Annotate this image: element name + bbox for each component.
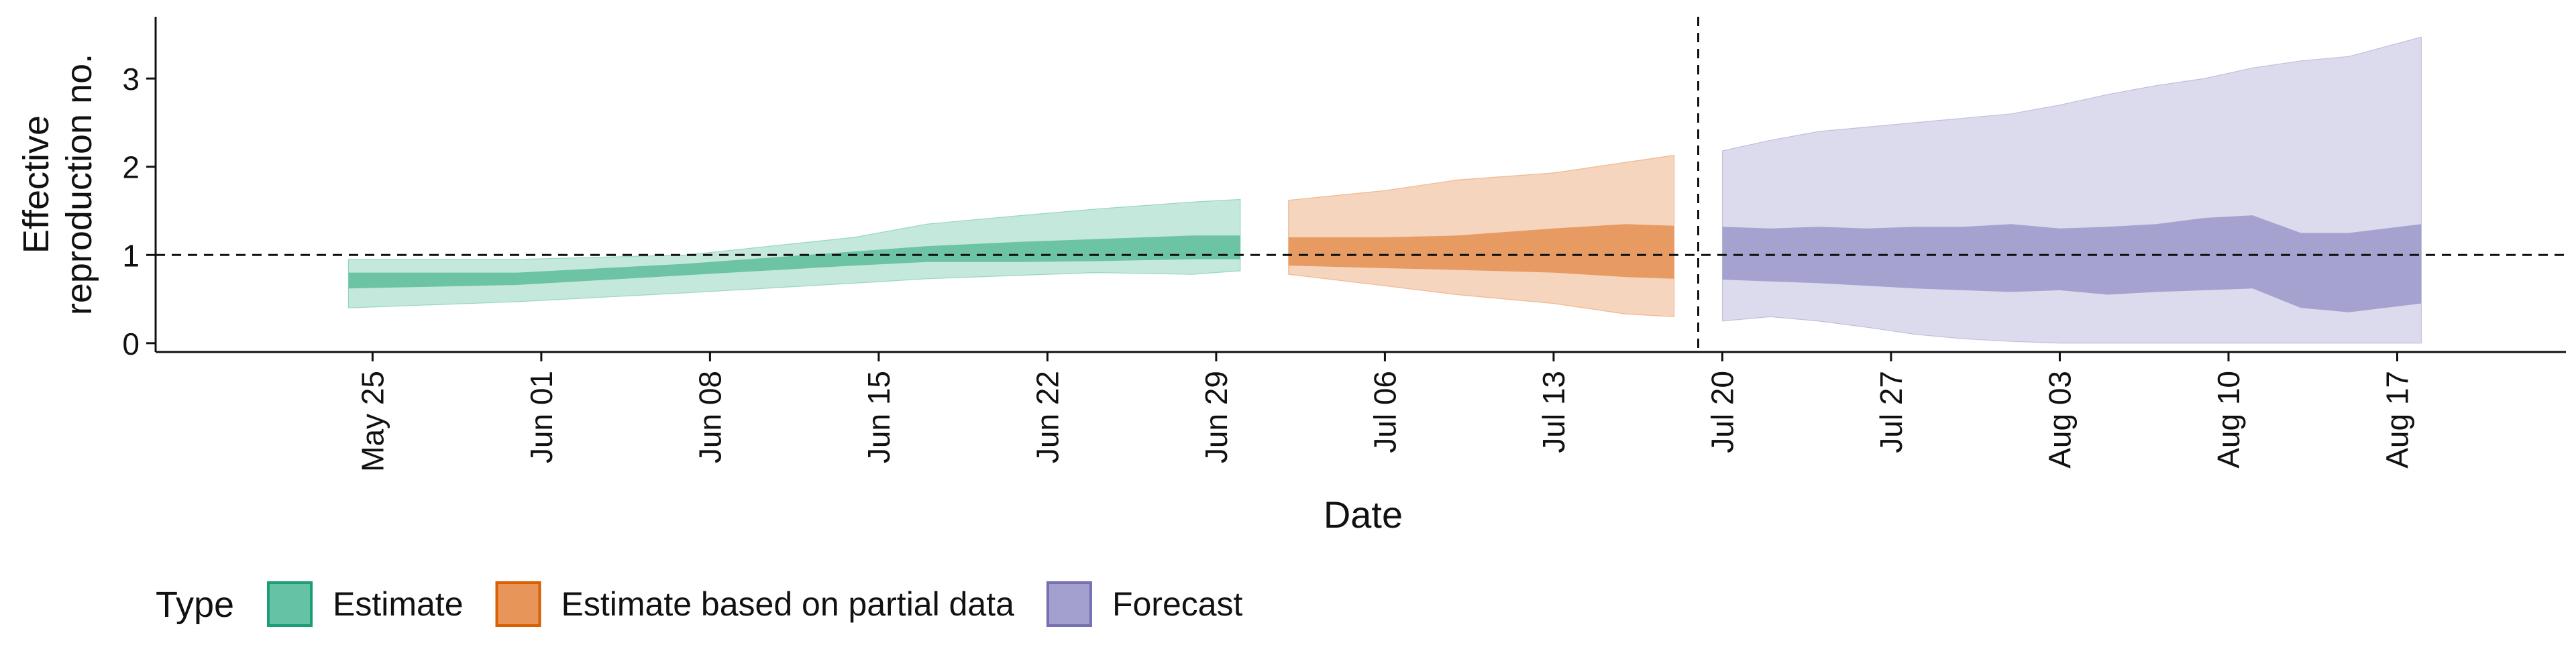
legend-label-2: Forecast <box>1112 585 1243 623</box>
x-tick-label: Jun 29 <box>1199 371 1234 463</box>
y-tick-label-3: 3 <box>122 62 140 97</box>
x-tick-label: Jun 08 <box>692 371 727 463</box>
x-tick-label: Jun 15 <box>861 371 896 463</box>
y-axis-title-line-2: reproduction no. <box>59 54 99 315</box>
x-tick-label: Aug 10 <box>2211 371 2246 469</box>
legend-label-1: Estimate based on partial data <box>561 585 1015 623</box>
legend-key-0 <box>267 581 313 627</box>
x-tick-label: May 25 <box>355 371 390 472</box>
legend-key-1 <box>495 581 541 627</box>
legend: Type Estimate Estimate based on partial d… <box>156 581 1243 627</box>
band-inner-forecast <box>1722 215 2422 312</box>
y-tick-label-2: 2 <box>122 150 140 185</box>
band-inner-estimate <box>348 235 1240 289</box>
x-tick-label: Jun 22 <box>1030 371 1065 463</box>
x-tick-label: Jul 27 <box>1874 371 1909 453</box>
x-tick-label: Jul 13 <box>1536 371 1571 453</box>
legend-label-0: Estimate <box>333 585 464 623</box>
legend-title: Type <box>156 585 234 625</box>
x-tick-label: Aug 03 <box>2043 371 2078 469</box>
reference-lines <box>156 17 2566 352</box>
x-tick-label: Jun 01 <box>524 371 559 463</box>
axis-titles: Effective reproduction no. Date <box>16 54 1403 536</box>
axes: 0 1 2 3 May 25 Jun 01 Jun 08 Jun 15 Jun 22 Jun 29… <box>122 17 2566 472</box>
y-tick-label-0: 0 <box>122 327 140 361</box>
y-tick-label-1: 1 <box>122 238 140 273</box>
x-tick-label: Jul 06 <box>1367 371 1402 453</box>
x-tick-label: Aug 17 <box>2380 371 2415 469</box>
x-axis-title: Date <box>1324 493 1403 536</box>
x-tick-label: Jul 20 <box>1705 371 1740 453</box>
band-inner-partial <box>1288 224 1674 279</box>
band-layer <box>347 36 2422 344</box>
legend-key-2 <box>1046 581 1092 627</box>
y-axis-title-line-1: Effective <box>16 115 56 253</box>
